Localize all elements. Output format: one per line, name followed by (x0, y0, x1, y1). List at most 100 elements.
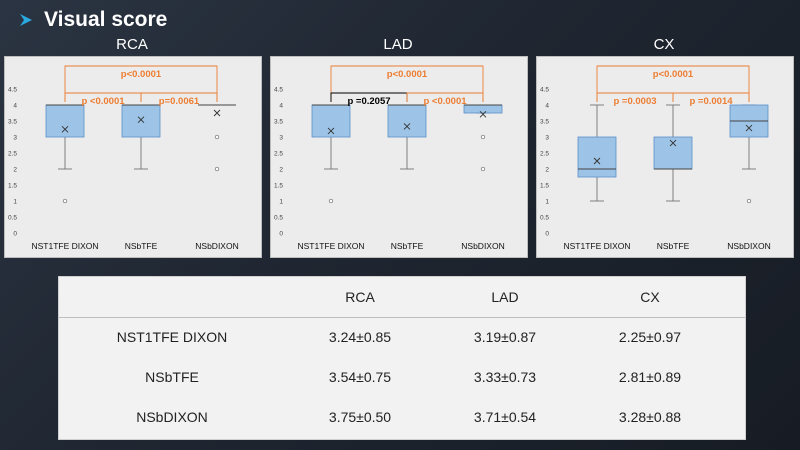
boxplot-cx: 0 0.5 1 1.5 2 2.5 3 3.5 4 4.5 NST1TFE DIXON NSbTFE N… (540, 65, 771, 251)
mean-marker (403, 123, 411, 130)
p-value-label: p =0.0014 (689, 96, 733, 107)
table-header-row: RCA LAD CX (59, 277, 745, 318)
significance-bracket (330, 65, 484, 102)
table-row-label: NST1TFE DIXON (116, 329, 228, 345)
boxplot-panel-cx: 0 0.5 1 1.5 2 2.5 3 3.5 4 4.5 NST1TFE DIXON NSbTFE N… (536, 56, 794, 258)
mean-marker (137, 116, 145, 124)
box (463, 104, 503, 114)
p-value-label: p=0.0061 (159, 96, 200, 107)
y-tick-label: 3.5 (540, 119, 549, 126)
boxplot-rca: 0 0.5 1 1.5 2 2.5 3 3.5 4 4.5 NST1TFE DIXON NSbTFE N… (8, 65, 239, 251)
mean-marker (327, 127, 335, 135)
y-tick-label: 1 (545, 199, 549, 206)
y-tick-label: 0 (545, 231, 549, 238)
table-row: NST1TFE DIXON 3.24±0.85 3.19±0.87 2.25±0… (59, 317, 745, 357)
x-tick-label: NSbTFE (125, 241, 158, 251)
outlier-point (214, 134, 220, 140)
box (577, 136, 617, 178)
y-tick-label: 0.5 (274, 215, 283, 222)
table-cell: 3.19±0.87 (473, 329, 537, 345)
table-cell: 3.33±0.73 (473, 369, 537, 385)
y-tick-label: 1 (13, 199, 17, 206)
table-cell: 3.75±0.50 (328, 409, 392, 425)
boxplot-lad: 0 0.5 1 1.5 2 2.5 3 3.5 4 4.5 NST1TFE DIXON NSbTFE N… (274, 65, 505, 251)
outlier-point (214, 166, 220, 172)
y-tick-label: 0.5 (540, 215, 549, 222)
table-row-label: NSbDIXON (136, 409, 208, 425)
y-tick-label: 4.5 (274, 87, 283, 94)
x-tick-label: NST1TFE DIXON (297, 241, 364, 251)
table-cell: 2.81±0.89 (618, 369, 682, 385)
x-tick-label: NSbDIXON (461, 241, 504, 251)
y-tick-label: 0 (13, 231, 17, 238)
y-tick-label: 2 (279, 167, 283, 174)
p-value-label: p <0.0001 (81, 96, 125, 107)
table-row-label: NSbTFE (145, 369, 199, 385)
mean-marker (593, 157, 601, 165)
y-tick-label: 1 (279, 199, 283, 206)
y-tick-label: 3 (13, 135, 17, 142)
table-row: NSbTFE 3.54±0.75 3.33±0.73 2.81±0.89 (59, 357, 745, 397)
table-cell: 2.25±0.97 (618, 329, 682, 345)
x-tick-label: NST1TFE DIXON (563, 241, 630, 251)
table-cell: 3.71±0.54 (473, 409, 537, 425)
y-tick-label: 2.5 (540, 151, 549, 158)
mean-marker (745, 124, 753, 132)
table-header-cell: LAD (491, 289, 519, 305)
arrow-bullet-icon (20, 14, 32, 26)
box (45, 104, 85, 138)
y-tick-label: 3 (545, 135, 549, 142)
significance-bracket (140, 92, 218, 102)
boxplot-panel-lad: 0 0.5 1 1.5 2 2.5 3 3.5 4 4.5 NST1TFE DIXON NSbTFE N… (270, 56, 528, 258)
y-tick-label: 4.5 (540, 87, 549, 94)
y-tick-label: 4 (545, 103, 549, 110)
x-tick-label: NSbTFE (657, 241, 690, 251)
x-tick-label: NST1TFE DIXON (31, 241, 98, 251)
y-tick-label: 2 (13, 167, 17, 174)
y-tick-label: 4 (13, 103, 17, 110)
y-tick-label: 1.5 (540, 183, 549, 190)
slide-title-text: Visual score (44, 8, 168, 31)
y-tick-label: 3.5 (274, 119, 283, 126)
mean-marker (479, 110, 487, 118)
y-tick-label: 3.5 (8, 119, 17, 126)
p-value-label: p <0.0001 (423, 96, 467, 107)
y-tick-label: 0 (279, 231, 283, 238)
y-tick-label: 0.5 (8, 215, 17, 222)
outlier-point (746, 198, 752, 204)
chart-title-rca: RCA (116, 36, 148, 53)
y-tick-label: 2.5 (274, 151, 283, 158)
significance-bracket (672, 92, 750, 102)
boxplot-panel-rca: 0 0.5 1 1.5 2 2.5 3 3.5 4 4.5 NST1TFE DIXON NSbTFE N… (4, 56, 262, 258)
table-cell: 3.24±0.85 (328, 329, 392, 345)
box (311, 104, 351, 138)
table-row: NSbDIXON 3.75±0.50 3.71±0.54 3.28±0.88 (59, 397, 745, 437)
x-tick-label: NSbDIXON (195, 241, 238, 251)
chart-title-cx: CX (653, 36, 675, 53)
significance-bracket (406, 92, 484, 102)
y-tick-label: 1.5 (8, 183, 17, 190)
x-tick-label: NSbTFE (391, 241, 424, 251)
stats-table: RCA LAD CX NST1TFE DIXON 3.24±0.85 3.19±… (58, 276, 746, 440)
significance-bracket (64, 65, 218, 102)
box (387, 104, 427, 138)
outlier-point (328, 198, 334, 204)
p-value-label: p<0.0001 (387, 69, 428, 80)
chart-title-lad: LAD (383, 36, 413, 53)
p-value-label: p =0.0003 (613, 96, 656, 107)
y-tick-label: 2 (545, 167, 549, 174)
table-header-cell: RCA (345, 289, 375, 305)
y-tick-label: 4.5 (8, 87, 17, 94)
outlier-point (480, 166, 486, 172)
p-value-label: p =0.2057 (347, 96, 390, 107)
mean-marker (669, 139, 677, 147)
y-tick-label: 2.5 (8, 151, 17, 158)
table-header-cell: CX (640, 289, 660, 305)
outlier-point (62, 198, 68, 204)
y-tick-label: 3 (279, 135, 283, 142)
slide-title: Visual score (18, 6, 167, 34)
table-cell: 3.28±0.88 (618, 409, 682, 425)
box (653, 136, 693, 170)
y-tick-label: 4 (279, 103, 283, 110)
mean-marker (61, 126, 69, 133)
